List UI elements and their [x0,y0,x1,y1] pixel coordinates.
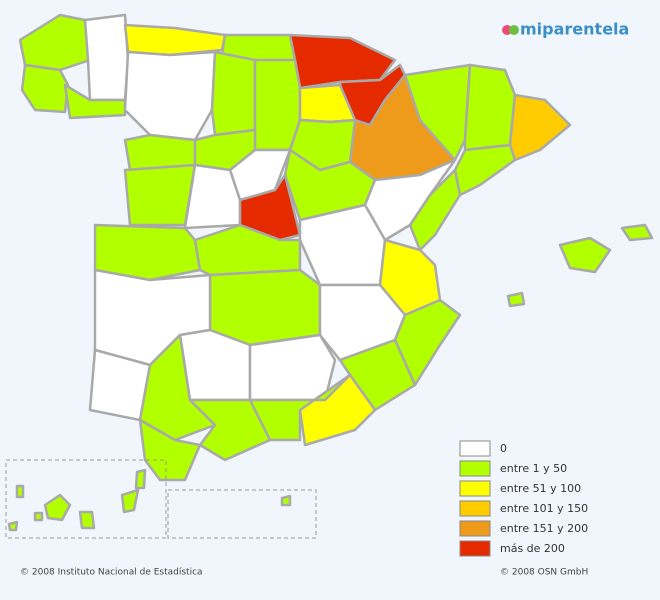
province [463,63,517,152]
province [33,511,44,522]
province [123,50,217,142]
province [620,223,654,242]
province [134,468,147,490]
province [558,236,612,274]
province [20,63,70,114]
province [43,493,72,522]
legend-label: entre 151 y 200 [500,522,588,535]
legend-swatch [459,460,491,477]
canary-box [5,459,167,539]
province [453,143,517,197]
legend-label: 0 [500,442,507,455]
province [123,163,197,227]
province [248,333,337,402]
province [508,93,572,162]
footer-left: © 2008 Instituto Nacional de Estadística [20,568,203,578]
province [193,223,302,277]
legend-label: entre 101 y 150 [500,502,588,515]
logo-icon [509,25,519,35]
province [188,398,272,462]
province [280,494,292,507]
logo-icon [502,25,512,35]
province [210,50,257,137]
province [298,203,387,287]
ceuta-box [167,489,317,539]
footer-right: © 2008 OSN GmbH [500,568,588,578]
legend-swatch [459,440,491,457]
legend-label: más de 200 [500,542,565,555]
legend-swatch [459,500,491,517]
province [178,328,252,402]
legend-swatch [459,480,491,497]
legend: 0 entre 1 y 50 entre 51 y 100 entre 101 y 1… [459,440,588,557]
province [208,268,322,347]
province [120,488,140,514]
legend-label: entre 51 y 100 [500,482,581,495]
legend-label: entre 1 y 50 [500,462,567,475]
province [183,163,242,230]
legend-swatch [459,540,491,557]
province [7,520,19,532]
province [403,63,472,162]
province [15,484,25,499]
province [338,338,417,412]
province [506,291,526,308]
province [78,510,96,530]
legend-swatch [459,520,491,537]
logo: miparentela [520,20,629,39]
province [138,418,202,482]
province [83,13,130,102]
province [123,23,227,57]
provinces [7,13,654,532]
province [18,13,92,72]
